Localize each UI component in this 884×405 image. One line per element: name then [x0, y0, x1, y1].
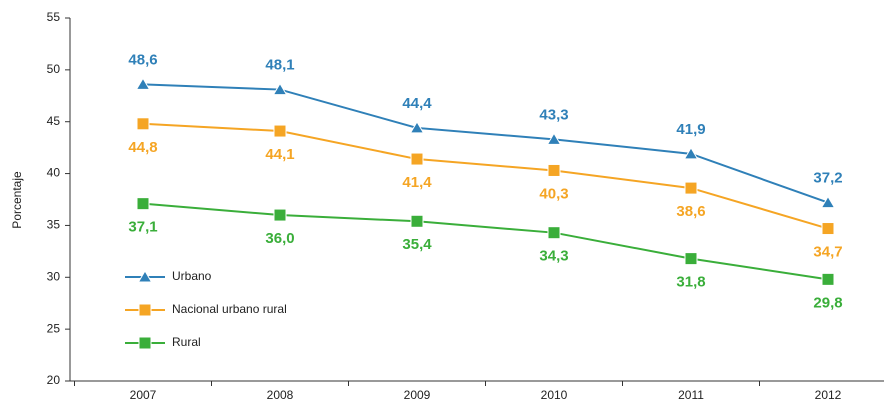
marker — [410, 152, 424, 166]
data-label: 34,3 — [539, 248, 568, 265]
data-label: 37,1 — [128, 219, 157, 236]
x-tick-label: 2011 — [678, 388, 704, 402]
data-label: 43,3 — [539, 106, 568, 123]
y-tick-label: 55 — [47, 10, 61, 24]
y-axis-label: Porcentaje — [10, 171, 24, 229]
data-label: 31,8 — [676, 274, 705, 291]
marker — [273, 124, 287, 138]
marker — [683, 146, 699, 160]
marker — [136, 117, 150, 131]
y-tick-label: 30 — [47, 269, 61, 283]
data-label: 44,4 — [402, 95, 432, 112]
data-label: 35,4 — [402, 236, 432, 253]
y-tick-label: 40 — [47, 166, 61, 180]
series-line — [142, 83, 829, 204]
x-tick-label: 2009 — [404, 388, 431, 402]
series-line — [142, 122, 829, 230]
data-label: 44,1 — [265, 146, 294, 163]
y-tick-label: 20 — [47, 373, 61, 387]
legend-label: Nacional urbano rural — [172, 302, 287, 316]
marker — [820, 195, 836, 209]
marker — [547, 226, 561, 240]
marker — [546, 132, 562, 145]
marker — [410, 214, 424, 228]
series-line — [142, 202, 829, 281]
marker — [409, 120, 425, 134]
data-label: 48,1 — [265, 57, 294, 74]
marker — [138, 303, 152, 317]
y-tick-label: 25 — [47, 321, 61, 335]
marker — [272, 82, 288, 96]
data-label: 29,8 — [813, 294, 842, 311]
marker — [273, 208, 287, 222]
data-label: 41,4 — [402, 174, 432, 191]
data-label: 44,8 — [128, 139, 157, 156]
marker — [684, 181, 698, 195]
y-tick-label: 35 — [47, 218, 61, 232]
y-tick-label: 45 — [47, 114, 61, 128]
data-label: 40,3 — [539, 185, 568, 202]
marker — [547, 163, 561, 177]
x-tick-label: 2010 — [541, 388, 568, 402]
data-label: 37,2 — [813, 170, 842, 187]
data-label: 48,6 — [128, 51, 157, 68]
x-tick-label: 2008 — [267, 388, 294, 402]
marker — [135, 77, 151, 90]
legend-label: Urbano — [172, 269, 212, 283]
data-label: 36,0 — [265, 230, 294, 247]
marker — [684, 252, 698, 266]
x-tick-label: 2012 — [815, 388, 842, 402]
marker — [137, 270, 153, 283]
marker — [821, 222, 835, 236]
data-label: 41,9 — [676, 121, 705, 138]
data-label: 38,6 — [676, 203, 705, 220]
marker — [138, 336, 152, 350]
y-tick-label: 50 — [47, 62, 61, 76]
data-label: 34,7 — [813, 244, 842, 261]
marker — [136, 197, 150, 211]
marker — [821, 272, 835, 286]
legend-label: Rural — [172, 335, 201, 349]
x-tick-label: 2007 — [130, 388, 157, 402]
